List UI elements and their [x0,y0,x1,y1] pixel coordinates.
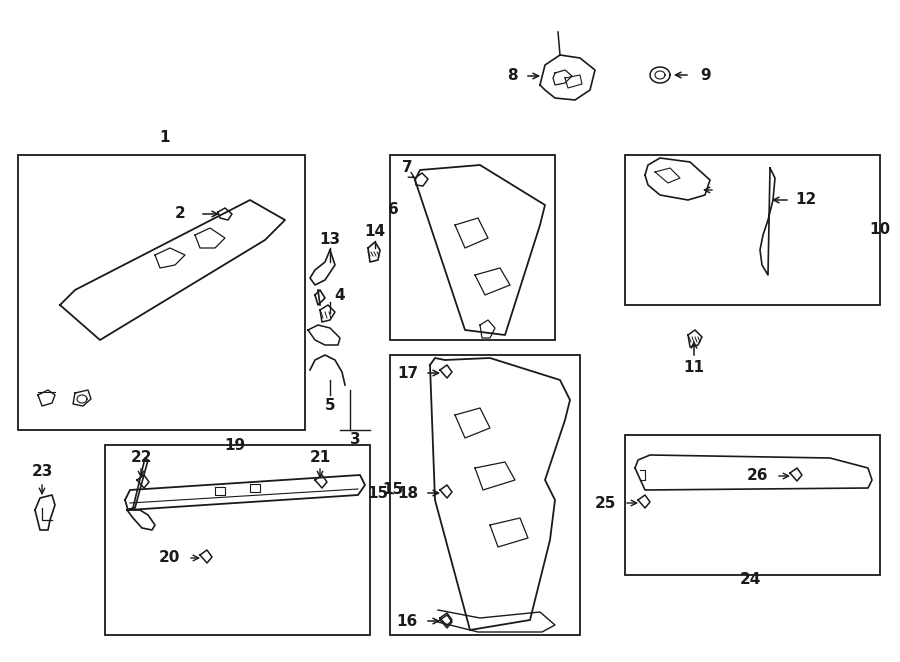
Text: 7: 7 [401,160,412,175]
Text: 22: 22 [130,451,152,465]
Bar [105,445,370,635]
Text: 13: 13 [320,232,340,248]
Text: 11: 11 [683,361,705,375]
Text: 18: 18 [397,485,418,500]
Text: 24: 24 [739,573,760,587]
Text: 21: 21 [310,451,330,465]
Text: 2: 2 [175,207,185,222]
Bar [390,355,580,635]
Text: 1: 1 [160,130,170,146]
Text: 3: 3 [350,432,360,448]
Text: 16: 16 [397,614,418,628]
Text: 23: 23 [32,465,53,479]
Text: 19: 19 [224,438,246,453]
Text: 15: 15 [382,483,403,498]
Text: 26: 26 [746,469,768,483]
Text: 17: 17 [397,365,418,381]
Bar [18,155,305,430]
Text: 4: 4 [335,287,346,303]
Text: 8: 8 [508,68,518,83]
Text: 9: 9 [700,68,711,83]
Bar [390,155,555,340]
Text: 25: 25 [595,495,616,510]
Text: 10: 10 [869,222,891,238]
Text: 14: 14 [364,224,385,240]
Bar [625,435,880,575]
Bar [625,155,880,305]
Text: 6: 6 [388,203,399,218]
Text: 5: 5 [325,397,336,412]
Text: 12: 12 [795,193,816,207]
Text: 20: 20 [158,551,180,565]
Text: 15: 15 [367,485,388,500]
